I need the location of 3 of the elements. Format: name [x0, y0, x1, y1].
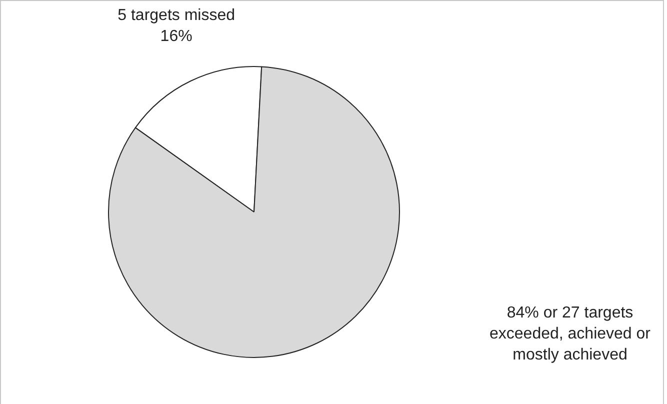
data-label: 16% [160, 28, 192, 45]
slice-label: 84% or 27 targets exceeded, achieved or mostly achieved [490, 304, 652, 364]
slice-label: 5 targets missed [118, 6, 236, 24]
